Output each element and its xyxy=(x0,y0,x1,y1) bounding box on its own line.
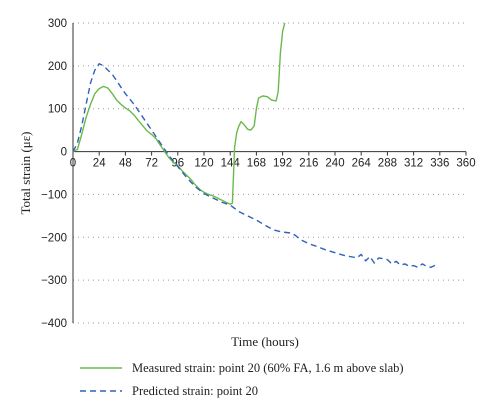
legend-label-measured: Measured strain: point 20 (60% FA, 1.6 m… xyxy=(132,361,404,375)
x-tick-label: 144 xyxy=(221,158,241,170)
x-tick-label: 192 xyxy=(273,158,292,170)
y-tick-label: −400 xyxy=(41,318,67,330)
x-tick-label: 288 xyxy=(378,158,397,170)
y-tick-label: 200 xyxy=(48,61,67,73)
legend-label-predicted: Predicted strain: point 20 xyxy=(132,384,258,398)
series-line-predicted xyxy=(72,63,436,268)
x-tick-label: 120 xyxy=(194,158,213,170)
x-tick-label: 96 xyxy=(171,158,184,170)
series-line-measured xyxy=(72,22,286,206)
x-tick-label: 0 xyxy=(70,158,76,170)
y-axis: 300 200 100 0 −100 −200 −300 −400 xyxy=(41,18,74,330)
y-tick-label: 100 xyxy=(48,104,67,116)
x-tick-label: 216 xyxy=(299,158,318,170)
gridlines xyxy=(73,22,466,324)
x-axis: 0 24 48 72 96 120 144 168 192 216 240 264 288 312 336 3… xyxy=(70,151,476,170)
x-tick-label: 48 xyxy=(119,158,132,170)
y-axis-title: Total strain (με) xyxy=(18,132,33,215)
x-tick-label: 312 xyxy=(404,158,423,170)
y-tick-label: 300 xyxy=(48,18,67,30)
x-tick-label: 264 xyxy=(352,158,372,170)
series-lines xyxy=(72,22,436,268)
x-axis-title: Time (hours) xyxy=(231,334,299,349)
y-tick-label: −300 xyxy=(41,275,67,287)
x-tick-label: 24 xyxy=(93,158,106,170)
y-tick-label: −200 xyxy=(41,232,67,244)
x-tick-label: 360 xyxy=(456,158,475,170)
x-tick-label: 240 xyxy=(325,158,344,170)
x-tick-label: 336 xyxy=(430,158,449,170)
legend: Measured strain: point 20 (60% FA, 1.6 m… xyxy=(80,361,404,398)
y-tick-label: −100 xyxy=(41,189,67,201)
y-tick-label: 0 xyxy=(61,147,67,159)
x-tick-label: 72 xyxy=(145,158,158,170)
x-tick-label: 168 xyxy=(247,158,266,170)
